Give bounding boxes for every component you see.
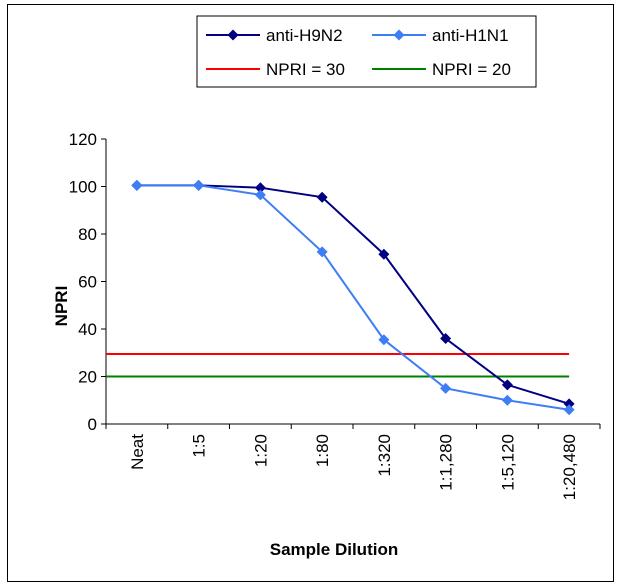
y-tick-label: 60	[78, 273, 97, 292]
chart-frame	[7, 4, 614, 582]
x-tick-label: 1:5,120	[498, 434, 517, 491]
x-tick-label: 1:320	[375, 434, 394, 477]
y-tick-label: 0	[88, 415, 97, 434]
y-tick-label: 120	[69, 130, 97, 149]
legend: anti-H9N2 anti-H1N1 NPRI = 30 NPRI = 20	[196, 15, 537, 88]
legend-label: anti-H9N2	[266, 26, 343, 45]
data-point-anti-H9N2	[440, 333, 452, 344]
y-tick-label: 100	[69, 178, 97, 197]
data-point-anti-H9N2	[563, 398, 575, 410]
legend-box	[196, 15, 537, 88]
x-tick-label: Neat	[128, 434, 147, 470]
x-tick-label: 1:1,280	[437, 434, 456, 491]
data-point-anti-H1N1	[193, 179, 205, 191]
data-point-anti-H1N1	[501, 394, 513, 406]
y-axis-title: NPRI	[52, 286, 71, 327]
x-axis-title: Sample Dilution	[270, 540, 398, 559]
legend-swatch-marker	[393, 29, 405, 41]
x-tick-label: 1:20	[251, 434, 270, 467]
data-point-anti-H9N2	[501, 379, 513, 391]
x-tick-label: 1:20,480	[560, 434, 579, 500]
data-point-anti-H1N1	[254, 189, 266, 201]
legend-label: NPRI = 20	[432, 60, 511, 79]
data-point-anti-H1N1	[316, 246, 328, 258]
legend-swatch-marker	[227, 29, 239, 41]
legend-label: anti-H1N1	[432, 26, 509, 45]
y-tick-label: 40	[78, 320, 97, 339]
y-tick-label: 80	[78, 225, 97, 244]
legend-label: NPRI = 30	[266, 60, 345, 79]
data-point-anti-H9N2	[254, 182, 266, 194]
series-layer	[131, 179, 575, 416]
y-tick-label: 20	[78, 368, 97, 387]
data-point-anti-H1N1	[440, 382, 452, 394]
series-line-anti-H1N1	[136, 184, 570, 411]
x-tick-label: 1:5	[190, 434, 209, 458]
data-point-anti-H1N1	[378, 334, 390, 346]
series-line-anti-H9N2	[136, 184, 570, 405]
data-point-anti-H9N2	[378, 248, 390, 260]
reference-lines	[106, 352, 570, 378]
data-point-anti-H1N1	[131, 179, 143, 191]
x-tick-label: 1:80	[313, 434, 332, 467]
data-point-anti-H1N1	[563, 404, 575, 416]
axes: Sample Dilution NPRI 0 20 40 60 80 100 120 Neat…	[52, 130, 601, 559]
data-point-anti-H9N2	[316, 191, 328, 203]
